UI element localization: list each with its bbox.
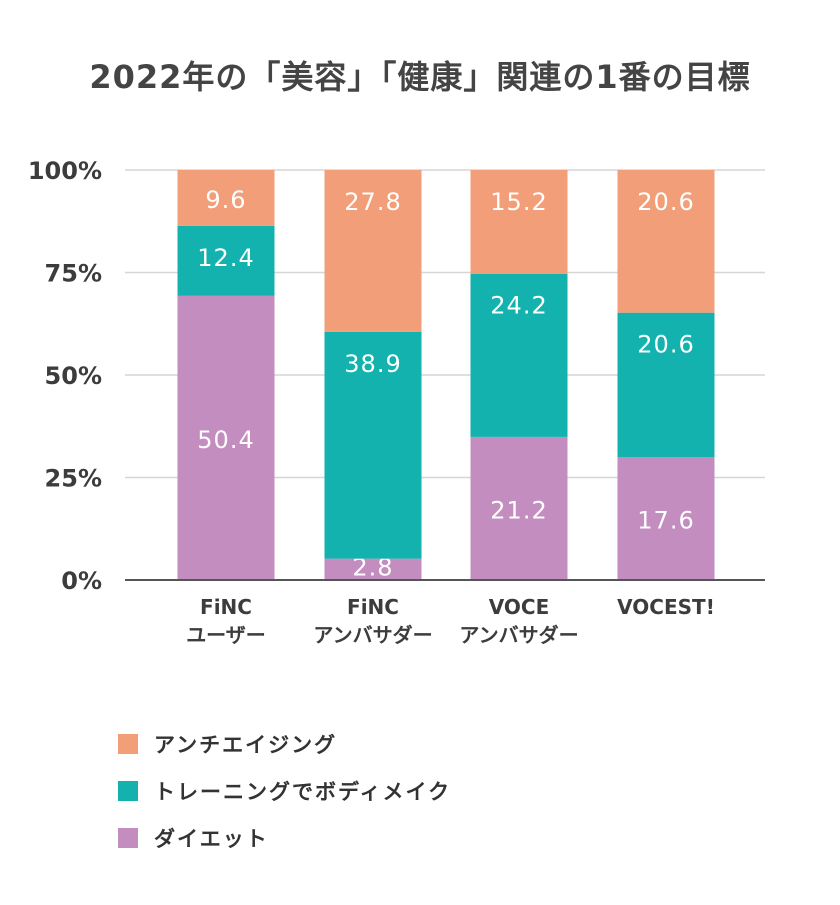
x-tick-label: アンバサダー	[313, 623, 432, 647]
data-label: 24.2	[490, 292, 547, 320]
legend-label: トレーニングでボディメイク	[154, 779, 452, 804]
y-tick-label: 50%	[45, 362, 102, 390]
bar-segment	[470, 170, 568, 274]
data-label: 9.6	[205, 186, 246, 214]
legend: アンチエイジングトレーニングでボディメイク ダイエット	[118, 720, 451, 861]
bar-segment	[617, 170, 715, 313]
bar-segment	[324, 170, 422, 332]
y-tick-label: 75%	[45, 260, 102, 288]
bar-segment	[177, 225, 275, 296]
x-tick-label: VOCE	[489, 595, 549, 619]
legend-swatch	[118, 827, 138, 848]
bar-segment	[324, 558, 422, 580]
data-label: 38.9	[344, 350, 401, 378]
legend-item: トレーニングでボディメイク	[118, 767, 451, 814]
legend-item: ダイエット	[118, 814, 451, 861]
x-tick-label: FiNC	[200, 595, 252, 619]
legend-label: ダイエット	[154, 826, 269, 851]
x-tick-label: ユーザー	[186, 623, 266, 647]
data-label: 12.4	[197, 244, 254, 272]
legend-swatch	[118, 780, 138, 801]
bar-segment	[470, 436, 568, 580]
data-label: 20.6	[637, 331, 694, 359]
data-label: 21.2	[490, 496, 547, 524]
x-tick-label: FiNC	[347, 595, 399, 619]
chart-title: 2022年の「美容」「健康」関連の1番の目標	[89, 58, 751, 96]
x-tick-label: VOCEST!	[617, 595, 715, 619]
bar-segment	[324, 331, 422, 559]
data-label: 15.2	[490, 188, 547, 216]
data-label: 27.8	[344, 188, 401, 216]
bar-segment	[177, 295, 275, 580]
data-label: 50.4	[197, 426, 254, 454]
y-tick-label: 25%	[45, 465, 102, 493]
bar-segment	[177, 170, 275, 226]
legend-swatch	[118, 733, 138, 754]
bar-segment	[617, 312, 715, 457]
data-label: 20.6	[637, 188, 694, 216]
bar-segment	[470, 273, 568, 437]
data-label: 17.6	[637, 507, 694, 535]
y-tick-label: 0%	[61, 567, 102, 595]
y-tick-label: 100%	[28, 157, 102, 185]
bar-segment	[617, 457, 715, 580]
legend-label: アンチエイジング	[154, 732, 338, 757]
legend-item: アンチエイジング	[118, 720, 451, 767]
x-tick-label: アンバサダー	[459, 623, 578, 647]
